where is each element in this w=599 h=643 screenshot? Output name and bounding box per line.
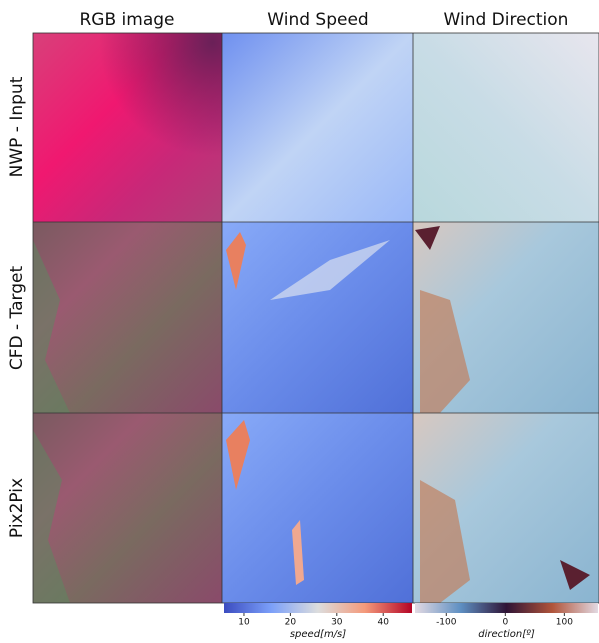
image-panel [222, 33, 413, 222]
row-label: Pix2Pix [7, 478, 27, 538]
colorbar-tick-label: 0 [502, 618, 508, 628]
panels [33, 33, 599, 603]
colorbar-tick-label: 40 [377, 618, 389, 628]
colorbar [415, 603, 598, 613]
colorbar-label: direction[º] [478, 629, 535, 640]
image-panel [33, 413, 222, 603]
colorbar-label: speed[m/s] [290, 629, 346, 640]
row-label: NWP - Input [7, 76, 27, 177]
figure: RGB image Wind Speed Wind Direction NWP … [0, 0, 599, 643]
colorbar-tick-label: -100 [436, 618, 457, 628]
image-panel [33, 222, 222, 413]
column-title: RGB image [79, 10, 174, 30]
colorbar-tick-label: 20 [285, 618, 297, 628]
colorbar-tick-label: 10 [238, 618, 250, 628]
row-label: CFD - Target [7, 266, 27, 371]
colorbar-tick-label: 100 [556, 618, 573, 628]
image-shade [33, 33, 222, 222]
column-title: Wind Speed [267, 10, 368, 30]
colorbar [224, 603, 412, 613]
colorbar-tick-label: 30 [331, 618, 343, 628]
column-title: Wind Direction [444, 10, 569, 30]
image-panel [222, 222, 413, 413]
image-panel [413, 33, 599, 222]
image-panel [222, 413, 413, 603]
